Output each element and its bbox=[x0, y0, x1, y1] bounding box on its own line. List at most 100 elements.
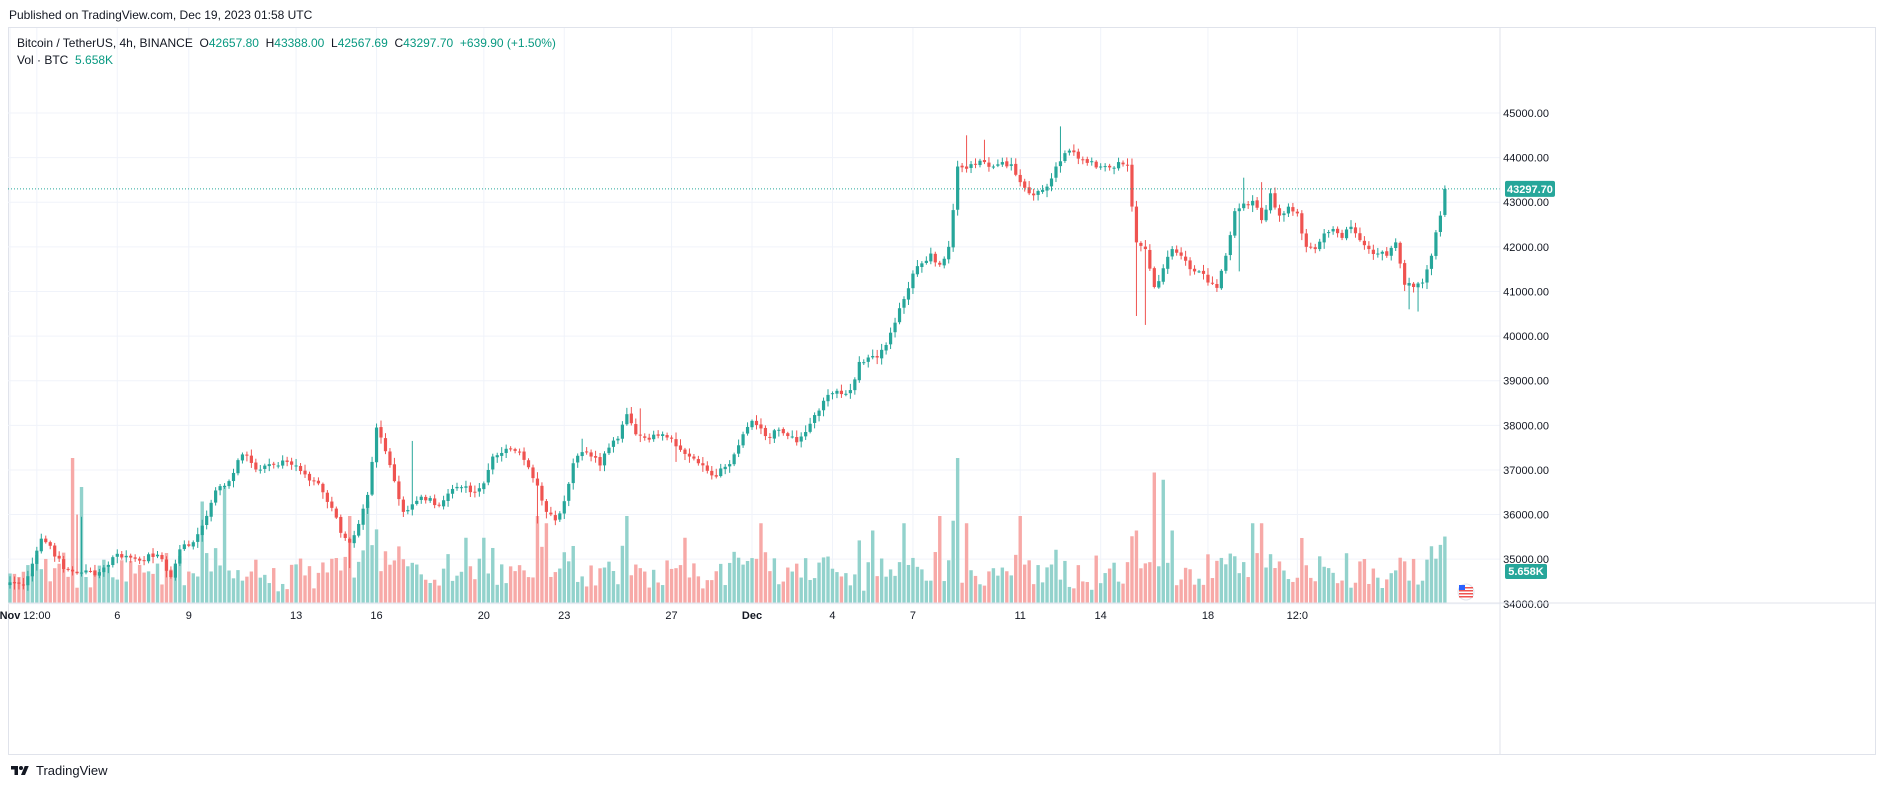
price-tick-label: 35000.00 bbox=[1503, 554, 1549, 566]
candle-down bbox=[517, 451, 522, 453]
candle-up bbox=[880, 349, 884, 359]
candle-down bbox=[88, 570, 93, 572]
volume-bar bbox=[48, 581, 52, 603]
volume-bar bbox=[857, 540, 861, 603]
volume-bar bbox=[1148, 562, 1152, 603]
candle-down bbox=[1340, 232, 1344, 238]
volume-bar bbox=[790, 571, 794, 603]
footer[interactable]: TradingView bbox=[9, 763, 108, 778]
candle-down bbox=[1260, 207, 1264, 221]
candle-up bbox=[804, 432, 808, 437]
volume-bar bbox=[777, 584, 781, 603]
volume-bar bbox=[254, 559, 258, 603]
time-tick-label: 6 bbox=[114, 610, 120, 622]
volume-bar bbox=[893, 575, 897, 603]
volume-bar bbox=[571, 545, 575, 603]
volume-bar bbox=[1313, 581, 1317, 603]
candle-down bbox=[133, 557, 137, 559]
candle-down bbox=[312, 480, 316, 482]
close-label: C bbox=[394, 36, 404, 50]
time-tick-label: 14 bbox=[1095, 610, 1107, 622]
candle-up bbox=[562, 501, 566, 514]
candle-down bbox=[1358, 233, 1362, 241]
volume-bar bbox=[1255, 553, 1259, 603]
volume-bar bbox=[70, 458, 75, 603]
candle-up bbox=[1438, 215, 1442, 232]
candle-up bbox=[732, 454, 736, 465]
chart-grid bbox=[8, 28, 1500, 605]
volume-bar bbox=[906, 564, 911, 603]
volume-bar bbox=[1309, 577, 1313, 603]
volume-bar bbox=[678, 565, 683, 603]
candle-up bbox=[1344, 229, 1349, 239]
volume-bar bbox=[1367, 583, 1371, 603]
candle-up bbox=[1268, 193, 1273, 211]
time-axis: Nov 12:00 6 9 13 16 20 23 27 Dec 4 7 11 14 18 12:0 bbox=[0, 602, 1875, 622]
candle-down bbox=[687, 453, 692, 457]
volume-bar bbox=[424, 579, 428, 603]
volume-bar bbox=[137, 564, 142, 603]
candle-up bbox=[1036, 191, 1040, 195]
volume-bar bbox=[911, 557, 915, 603]
volume-bar bbox=[370, 545, 374, 603]
chart-frame[interactable] bbox=[8, 27, 1876, 755]
candle-up bbox=[200, 525, 204, 536]
volume-bar bbox=[155, 563, 160, 603]
candle-up bbox=[419, 496, 423, 500]
volume-bar bbox=[339, 570, 343, 603]
candle-down bbox=[383, 438, 388, 452]
candle-down bbox=[75, 571, 79, 574]
candle-up bbox=[951, 210, 955, 248]
candle-down bbox=[839, 390, 844, 395]
volume-bar bbox=[960, 582, 964, 603]
volume-bar bbox=[146, 571, 151, 603]
volume-bar bbox=[1304, 565, 1308, 603]
volume-bar bbox=[732, 551, 736, 603]
volume-bar bbox=[1420, 580, 1425, 603]
volume-bar bbox=[88, 587, 93, 603]
volume-bar bbox=[1031, 584, 1036, 603]
candle-down bbox=[1277, 208, 1282, 216]
candle-up bbox=[124, 555, 128, 558]
candle-down bbox=[245, 454, 249, 456]
volume-bar bbox=[356, 561, 361, 603]
volume-bar bbox=[120, 560, 124, 603]
symbol-title: Bitcoin / TetherUS, 4h, BINANCE bbox=[17, 36, 193, 50]
volume-bar bbox=[1362, 558, 1367, 603]
candle-down bbox=[330, 501, 334, 508]
candle-down bbox=[1027, 187, 1031, 194]
last-price-badge bbox=[1505, 180, 1555, 197]
volume-bar bbox=[222, 487, 227, 603]
candle-down bbox=[509, 448, 513, 450]
volume-bar bbox=[830, 568, 835, 603]
volume-bar bbox=[871, 530, 875, 603]
volume-bar bbox=[455, 575, 459, 603]
candle-down bbox=[348, 538, 352, 543]
volume-bar bbox=[406, 566, 410, 603]
volume-value: 5.658K bbox=[75, 53, 114, 67]
volume-bar bbox=[263, 574, 267, 603]
candle-up bbox=[848, 390, 852, 394]
candle-up bbox=[97, 572, 101, 576]
volume-bar bbox=[209, 571, 213, 603]
candle-down bbox=[1215, 284, 1219, 288]
candle-up bbox=[911, 273, 915, 289]
volume-bar bbox=[902, 523, 906, 603]
volume-bar bbox=[575, 581, 580, 603]
time-tick-label: 27 bbox=[665, 610, 677, 622]
candle-up bbox=[893, 322, 897, 333]
candle-up bbox=[1318, 241, 1322, 250]
candle-up bbox=[486, 469, 490, 483]
volume-bar bbox=[1326, 568, 1331, 603]
candle-up bbox=[491, 456, 495, 470]
candle-up bbox=[826, 394, 830, 402]
volume-bar bbox=[549, 576, 553, 603]
price-tick-label: 44000.00 bbox=[1503, 153, 1549, 165]
volume-bar bbox=[875, 576, 879, 603]
candle-down bbox=[307, 473, 312, 481]
candle-down bbox=[1246, 204, 1250, 206]
volume-bar bbox=[1201, 584, 1206, 603]
candle-down bbox=[933, 253, 937, 263]
volume-bar bbox=[1161, 479, 1165, 603]
